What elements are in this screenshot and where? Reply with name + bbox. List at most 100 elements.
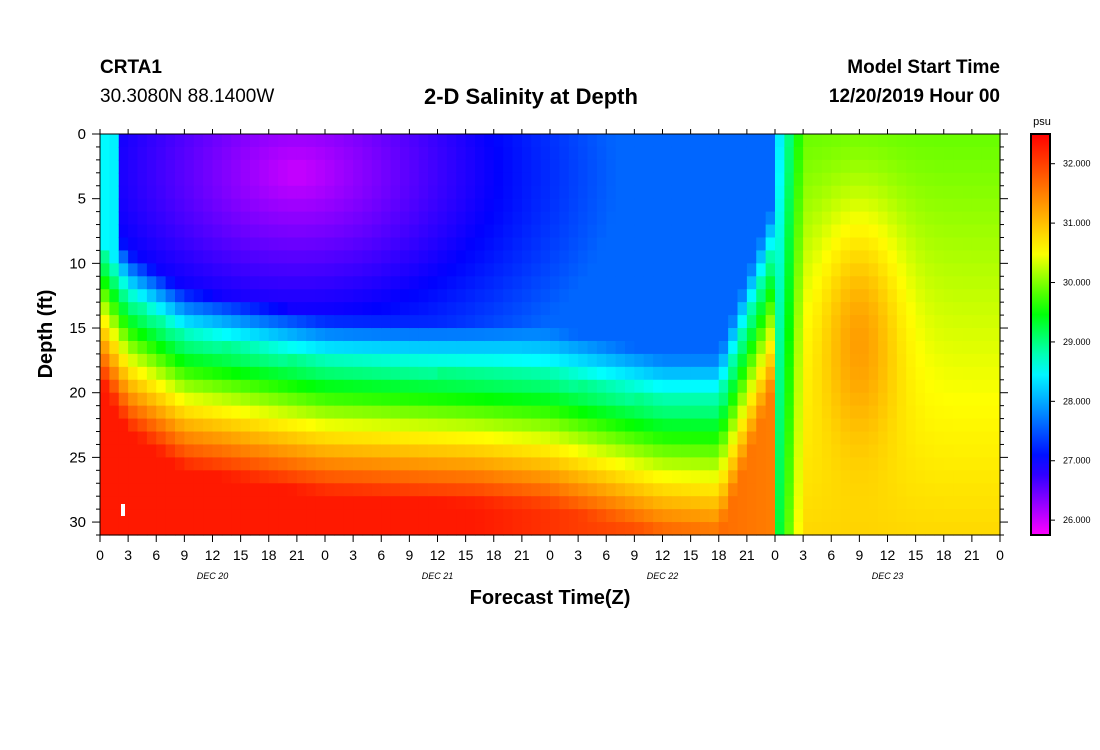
heatmap-cell	[465, 315, 476, 329]
heatmap-cell	[109, 211, 120, 226]
heatmap-cell	[803, 483, 814, 497]
heatmap-cell	[146, 353, 157, 368]
heatmap-cell	[971, 522, 982, 536]
heatmap-cell	[146, 457, 157, 471]
heatmap-cell	[990, 315, 1001, 329]
heatmap-cell	[653, 353, 664, 368]
heatmap-cell	[746, 289, 757, 303]
heatmap-cell	[784, 224, 795, 239]
heatmap-cell	[409, 289, 420, 303]
heatmap-cell	[428, 250, 439, 264]
heatmap-cell	[728, 418, 739, 433]
x-tick-label: 12	[205, 547, 221, 563]
heatmap-cell	[184, 289, 195, 303]
heatmap-cell	[587, 483, 598, 497]
heatmap-cell	[278, 250, 289, 264]
heatmap-cell	[906, 289, 917, 303]
heatmap-cell	[428, 146, 439, 161]
heatmap-cell	[456, 134, 467, 148]
heatmap-cell	[718, 224, 729, 239]
heatmap-cell	[746, 315, 757, 329]
heatmap-cell	[850, 237, 860, 252]
heatmap-cell	[231, 172, 242, 187]
heatmap-cell	[971, 483, 982, 497]
heatmap-cell	[615, 522, 626, 536]
heatmap-cell	[175, 431, 185, 446]
heatmap-cell	[325, 405, 335, 420]
heatmap-cell	[446, 496, 457, 510]
heatmap-cell	[175, 224, 185, 239]
heatmap-cell	[306, 392, 317, 407]
heatmap-cell	[578, 159, 589, 174]
heatmap-cell	[146, 289, 157, 303]
heatmap-cell	[896, 185, 907, 200]
heatmap-cell	[137, 172, 148, 187]
heatmap-cell	[625, 276, 635, 290]
heatmap-cell	[803, 134, 814, 148]
heatmap-cell	[971, 134, 982, 148]
heatmap-cell	[793, 470, 804, 484]
heatmap-cell	[775, 418, 785, 433]
heatmap-cell	[671, 366, 682, 381]
heatmap-cell	[615, 470, 626, 484]
heatmap-cell	[409, 315, 420, 329]
heatmap-cell	[146, 431, 157, 446]
heatmap-cell	[831, 366, 842, 381]
heatmap-cell	[100, 392, 110, 407]
heatmap-cell	[850, 431, 860, 446]
heatmap-cell	[456, 328, 467, 342]
heatmap-cell	[578, 444, 589, 458]
heatmap-cell	[990, 289, 1001, 303]
heatmap-cell	[418, 159, 429, 174]
heatmap-cell	[718, 237, 729, 252]
heatmap-cell	[259, 134, 270, 148]
heatmap-cell	[850, 496, 860, 510]
heatmap-cell	[456, 392, 467, 407]
heatmap-cell	[137, 289, 148, 303]
heatmap-cell	[512, 483, 523, 497]
heatmap-cell	[512, 470, 523, 484]
heatmap-cell	[925, 496, 935, 510]
heatmap-cell	[362, 470, 373, 484]
heatmap-cell	[821, 418, 832, 433]
heatmap-cell	[456, 340, 467, 355]
heatmap-cell	[784, 185, 795, 200]
heatmap-cell	[962, 134, 973, 148]
heatmap-cell	[456, 211, 467, 226]
heatmap-cell	[634, 483, 645, 497]
heatmap-cell	[540, 328, 551, 342]
heatmap-cell	[381, 496, 392, 510]
heatmap-cell	[756, 522, 767, 536]
heatmap-cell	[943, 392, 954, 407]
heatmap-cell	[296, 392, 307, 407]
heatmap-cell	[981, 289, 992, 303]
heatmap-cell	[193, 405, 204, 420]
heatmap-cell	[512, 509, 523, 523]
heatmap-cell	[831, 496, 842, 510]
heatmap-cell	[821, 237, 832, 252]
heatmap-cell	[334, 418, 345, 433]
heatmap-cell	[165, 263, 176, 277]
heatmap-cell	[803, 276, 814, 290]
heatmap-cell	[718, 353, 729, 368]
heatmap-cell	[662, 496, 673, 510]
heatmap-cell	[259, 509, 270, 523]
heatmap-cell	[381, 470, 392, 484]
heatmap-cell	[296, 457, 307, 471]
heatmap-cell	[812, 172, 823, 187]
heatmap-cell	[240, 185, 251, 200]
heatmap-cell	[634, 289, 645, 303]
heatmap-cell	[868, 328, 879, 342]
heatmap-cell	[165, 470, 176, 484]
heatmap-cell	[915, 392, 926, 407]
heatmap-cell	[400, 159, 410, 174]
heatmap-cell	[446, 483, 457, 497]
heatmap-cell	[325, 379, 335, 394]
heatmap-cell	[428, 392, 439, 407]
heatmap-cell	[137, 392, 148, 407]
heatmap-cell	[887, 496, 898, 510]
heatmap-cell	[718, 457, 729, 471]
heatmap-cell	[962, 470, 973, 484]
heatmap-cell	[906, 470, 917, 484]
heatmap-cell	[128, 366, 139, 381]
